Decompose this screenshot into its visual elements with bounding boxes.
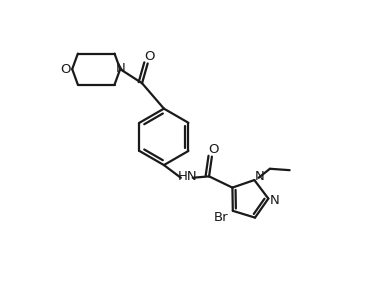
Text: N: N (254, 170, 264, 183)
Text: HN: HN (178, 170, 197, 184)
Text: Br: Br (214, 211, 229, 223)
Text: O: O (208, 143, 219, 156)
Text: O: O (61, 63, 71, 76)
Text: N: N (116, 62, 126, 75)
Text: N: N (270, 194, 279, 207)
Text: O: O (144, 50, 154, 63)
